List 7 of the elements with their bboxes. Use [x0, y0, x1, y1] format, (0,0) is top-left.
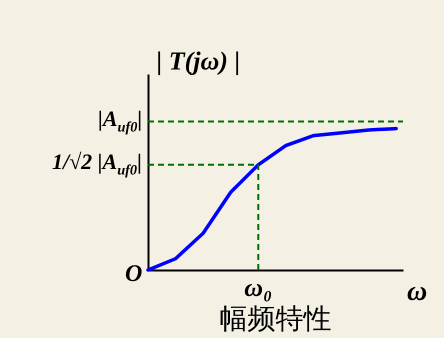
ref-line-label: 1/√2 |A$_{uf0}$|: [52, 149, 142, 179]
ref-line-label: |A$_{uf0}$|: [98, 106, 142, 136]
x-axis-title: ω: [407, 276, 428, 307]
text: O: [125, 261, 142, 287]
text: 幅频特性: [220, 302, 332, 335]
y-axis-title: | T(jω) |: [156, 46, 240, 76]
text: ω₀: [244, 273, 272, 302]
